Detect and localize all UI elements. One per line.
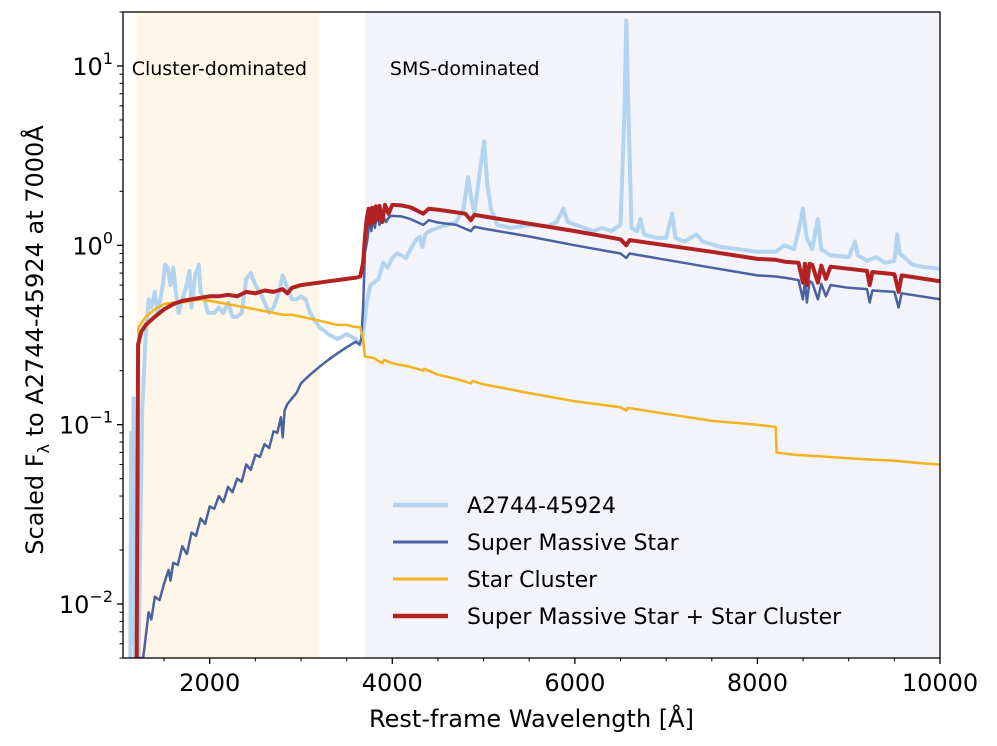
region-cluster-dominated <box>136 12 320 658</box>
y-tick-label: 10−1 <box>59 408 113 440</box>
x-axis-label: Rest-frame Wavelength [Å] <box>369 704 694 733</box>
x-tick-label: 8000 <box>727 669 788 697</box>
y-tick-base: 10 <box>72 53 103 81</box>
series-line-super-massive-star <box>135 212 940 658</box>
region-label-sms: SMS-dominated <box>390 58 540 80</box>
y-axis-label-main: Scaled F <box>21 453 49 554</box>
region-label-cluster: Cluster-dominated <box>132 58 307 80</box>
y-tick-label: 10−2 <box>59 587 113 619</box>
region-sms-dominated <box>364 12 940 658</box>
series-line-star-cluster <box>135 298 940 658</box>
y-tick-exponent: 1 <box>103 49 113 68</box>
y-tick-label: 100 <box>72 228 113 260</box>
y-tick-base: 10 <box>59 591 90 619</box>
y-axis-label-rest: to A2744-45924 at 7000Å <box>20 125 49 444</box>
y-tick-base: 10 <box>59 412 90 440</box>
x-tick-label: 2000 <box>179 669 240 697</box>
legend-label: Super Massive Star <box>467 531 680 556</box>
y-tick-label: 101 <box>72 49 113 81</box>
legend-label: A2744-45924 <box>467 494 616 519</box>
x-tick-label: 4000 <box>362 669 423 697</box>
shaded-regions <box>136 12 940 658</box>
plot-series <box>128 18 940 658</box>
x-tick-label: 6000 <box>544 669 605 697</box>
y-tick-exponent: 0 <box>103 228 113 247</box>
plot-frame <box>122 11 941 659</box>
y-tick-exponent: −1 <box>89 408 113 427</box>
legend-label: Super Massive Star + Star Cluster <box>467 605 842 630</box>
series-line-sms-plus-cluster <box>134 202 940 658</box>
y-tick-base: 10 <box>72 232 103 260</box>
y-tick-exponent: −2 <box>89 587 113 606</box>
y-axis-label: Scaled Fλ to A2744-45924 at 7000Å <box>20 125 53 555</box>
x-tick-label: 10000 <box>902 669 978 697</box>
legend-label: Star Cluster <box>467 568 598 593</box>
y-axis-label-subscript: λ <box>34 444 53 453</box>
legend: A2744-45924 Super Massive Star Star Cluste… <box>393 494 842 630</box>
region-labels: Cluster-dominated SMS-dominated <box>132 58 540 80</box>
